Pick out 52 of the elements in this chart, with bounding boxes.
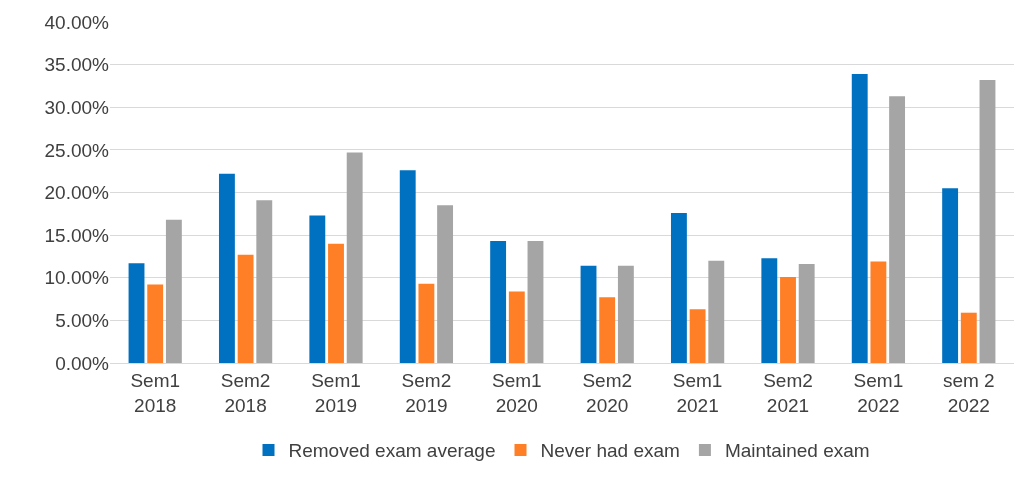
y-tick-label: 0.00% bbox=[55, 352, 110, 374]
x-tick-label: sem 2 2022 bbox=[942, 369, 995, 416]
y-tick-label: 30.00% bbox=[44, 96, 110, 118]
x-tick-label: Sem1 2022 bbox=[853, 369, 904, 416]
x-tick-label: Sem2 2019 bbox=[401, 369, 452, 416]
bar bbox=[165, 219, 182, 363]
bar bbox=[708, 260, 725, 363]
bar bbox=[237, 254, 254, 363]
bar bbox=[147, 284, 164, 363]
y-tick-label: 40.00% bbox=[44, 11, 110, 33]
bar bbox=[580, 265, 597, 363]
bar bbox=[761, 258, 778, 363]
legend-label: Removed exam average bbox=[288, 440, 496, 462]
x-tick-label: Sem2 2018 bbox=[220, 369, 271, 416]
bar bbox=[437, 205, 454, 363]
legend-label: Never had exam bbox=[540, 440, 680, 462]
bar bbox=[218, 173, 235, 363]
bar bbox=[942, 188, 959, 363]
bar bbox=[256, 200, 273, 363]
x-tick-label: Sem1 2019 bbox=[311, 369, 361, 416]
bar bbox=[670, 212, 687, 363]
x-tick-label: Sem2 2021 bbox=[763, 369, 813, 416]
bar bbox=[490, 241, 507, 363]
bar bbox=[399, 170, 416, 363]
y-tick-label: 25.00% bbox=[44, 139, 110, 161]
y-tick-label: 10.00% bbox=[44, 267, 110, 289]
x-tick-label: Sem1 2021 bbox=[672, 369, 723, 416]
bar bbox=[960, 312, 977, 363]
x-tick-label: Sem1 2020 bbox=[491, 369, 542, 416]
bar bbox=[798, 264, 815, 363]
bar bbox=[979, 79, 996, 363]
legend-label: Maintained exam bbox=[724, 440, 870, 462]
bar bbox=[309, 215, 326, 363]
bar bbox=[689, 309, 706, 363]
x-tick-label: Sem1 2018 bbox=[130, 369, 181, 416]
bar bbox=[128, 263, 145, 363]
bar bbox=[346, 152, 363, 363]
bar bbox=[780, 276, 796, 363]
bar bbox=[527, 241, 544, 363]
y-tick-label: 15.00% bbox=[44, 224, 110, 246]
bar bbox=[617, 265, 634, 363]
y-tick-label: 35.00% bbox=[44, 54, 110, 76]
y-tick-label: 20.00% bbox=[44, 182, 110, 204]
bar bbox=[599, 297, 616, 363]
bar bbox=[508, 291, 525, 363]
bar bbox=[418, 283, 435, 363]
bar bbox=[889, 96, 906, 363]
y-tick-label: 5.00% bbox=[55, 310, 110, 332]
bar bbox=[328, 243, 344, 363]
bar bbox=[851, 74, 868, 363]
bar bbox=[870, 261, 887, 363]
x-tick-label: Sem2 2020 bbox=[582, 369, 633, 416]
